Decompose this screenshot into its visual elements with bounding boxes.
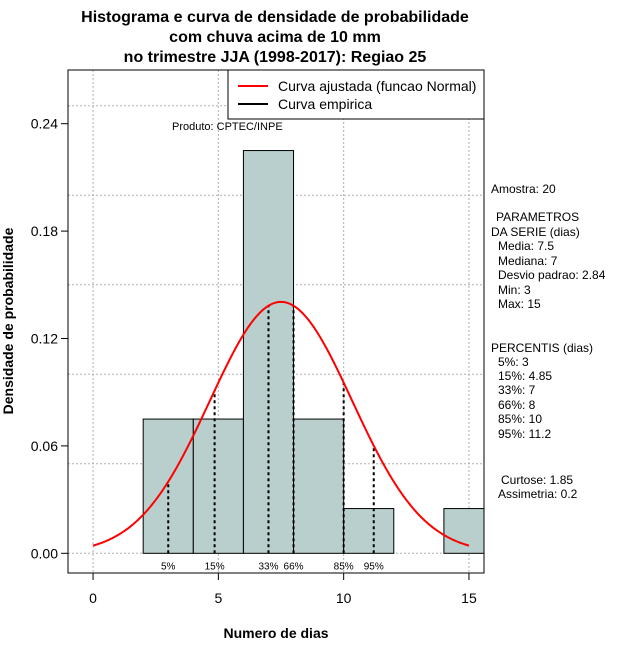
- x-tick-label: 10: [336, 590, 352, 606]
- product-annotation: Produto: CPTEC/INPE: [172, 121, 283, 133]
- chart-title-line-2: com chuva acima de 10 mm: [169, 29, 381, 46]
- percentile-label: 33%: [258, 561, 278, 572]
- perc-5: 5%: 3: [498, 355, 529, 369]
- param-mean: Media: 7.5: [498, 239, 554, 253]
- bar-layer: [142, 150, 485, 554]
- histogram-bar: [192, 418, 244, 554]
- kurtosis-text: Curtose: 1.85: [501, 473, 573, 487]
- percentile-label: 66%: [284, 561, 304, 572]
- percentile-label: 95%: [364, 561, 384, 572]
- chart-title-line-3: no trimestre JJA (1998-2017): Regiao 25: [124, 49, 427, 66]
- perc-85: 85%: 10: [498, 412, 542, 426]
- x-axis: 0 5 10 15: [89, 572, 477, 606]
- x-axis-label: Numero de dias: [223, 625, 328, 641]
- statistics-panel: Amostra: 20 PARAMETROS DA SERIE (dias) M…: [491, 182, 606, 501]
- legend-fitted-label: Curva ajustada (funcao Normal): [278, 78, 476, 94]
- x-tick-label: 0: [89, 590, 97, 606]
- percentiles-title: PERCENTIS (dias): [491, 341, 593, 355]
- y-tick-label: 0.24: [31, 116, 58, 132]
- x-tick-label: 5: [214, 590, 222, 606]
- param-median: Mediana: 7: [498, 254, 558, 268]
- skewness-text: Assimetria: 0.2: [498, 487, 578, 501]
- histogram-bar: [443, 508, 485, 554]
- perc-95: 95%: 11.2: [498, 427, 551, 441]
- percentile-label: 5%: [161, 561, 176, 572]
- percentile-layer: 5% 15% 33% 66% 85% 95%: [161, 305, 384, 572]
- sample-size-text: Amostra: 20: [491, 182, 556, 196]
- perc-15: 15%: 4.85: [498, 369, 552, 383]
- curve-layer: [92, 300, 470, 547]
- percentile-label: 85%: [334, 561, 354, 572]
- y-tick-label: 0.06: [31, 438, 58, 454]
- x-tick-label: 15: [461, 590, 477, 606]
- y-tick-label: 0.00: [31, 545, 58, 561]
- histogram-bar: [343, 508, 395, 554]
- perc-33: 33%: 7: [498, 383, 536, 397]
- legend-empirical-label: Curva empirica: [278, 96, 372, 112]
- percentile-label: 15%: [205, 561, 225, 572]
- param-max: Max: 15: [498, 297, 541, 311]
- params-title-2: DA SERIE (dias): [491, 225, 580, 239]
- param-sd: Desvio padrao: 2.84: [498, 268, 606, 282]
- legend: Curva ajustada (funcao Normal) Curva emp…: [227, 69, 485, 120]
- param-min: Min: 3: [498, 283, 531, 297]
- perc-66: 66%: 8: [498, 398, 536, 412]
- y-axis: 0.00 0.06 0.12 0.18 0.24: [31, 116, 69, 561]
- params-title-1: PARAMETROS: [496, 210, 579, 224]
- y-tick-label: 0.12: [31, 331, 58, 347]
- y-axis-label: Densidade de probabilidade: [0, 227, 16, 414]
- chart-title-line-1: Histograma e curva de densidade de proba…: [81, 9, 469, 26]
- legend-box: [227, 69, 485, 120]
- histogram-bar: [293, 418, 345, 554]
- fitted-normal-curve: [92, 300, 470, 547]
- y-tick-label: 0.18: [31, 223, 58, 239]
